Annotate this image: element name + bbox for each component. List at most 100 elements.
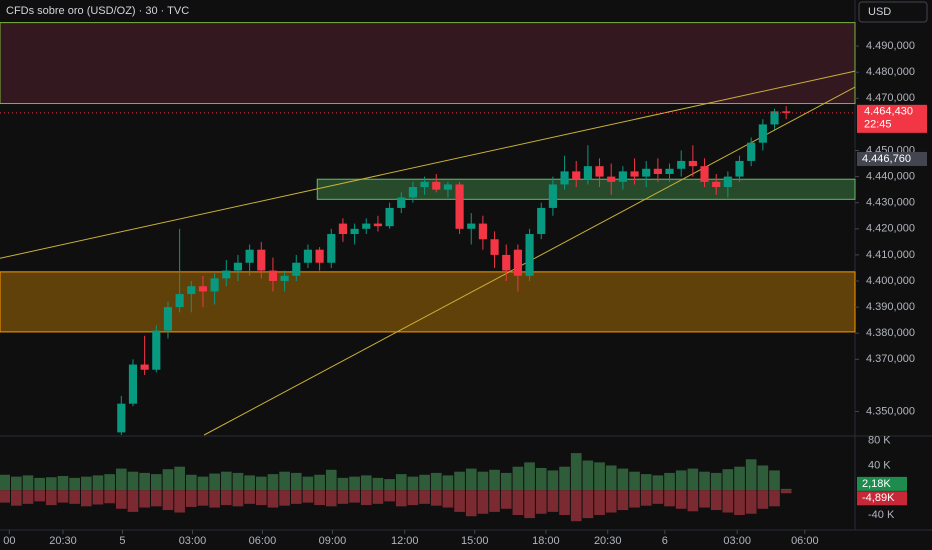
currency-button[interactable] xyxy=(858,1,928,23)
volume-buy xyxy=(745,459,757,491)
volume-tick-label: 80 K xyxy=(868,435,891,447)
volume-sell xyxy=(442,490,454,508)
volume-sell xyxy=(477,490,489,514)
volume-sell xyxy=(629,490,640,508)
candle-body xyxy=(338,223,348,235)
candle-body xyxy=(210,278,219,292)
volume-sell xyxy=(710,490,722,511)
volume-sell xyxy=(0,490,10,503)
candle-body xyxy=(432,181,441,190)
volume-buy xyxy=(57,476,69,491)
volume-sell xyxy=(302,490,314,503)
volume-tag xyxy=(857,476,907,491)
volume-sell xyxy=(675,490,687,509)
volume-buy xyxy=(535,467,547,491)
candle-body xyxy=(782,111,791,113)
y-tick-label: 4.420,000 xyxy=(866,223,915,235)
volume-buy xyxy=(652,475,664,491)
volume-buy xyxy=(255,476,267,491)
x-tick-label: 03:00 xyxy=(723,535,751,547)
volume-sell xyxy=(524,490,535,519)
candle-body xyxy=(198,286,208,292)
volume-sell xyxy=(559,490,570,515)
level-label: 4.446,760 xyxy=(862,153,911,165)
volume-sell xyxy=(80,490,92,507)
volume-sell xyxy=(185,490,197,507)
y-tick-label: 4.440,000 xyxy=(866,171,915,183)
volume-buy xyxy=(139,472,150,491)
volume-sell xyxy=(465,490,477,517)
volume-buy xyxy=(605,465,617,491)
candle-body xyxy=(397,197,406,208)
volume-sell xyxy=(617,490,629,511)
candle-body xyxy=(607,176,616,182)
volume-sell xyxy=(430,490,442,506)
x-tick-label: 20:30 xyxy=(49,535,77,547)
volume-sell xyxy=(325,490,337,507)
volume-buy xyxy=(489,469,500,491)
volume-sell xyxy=(489,490,500,512)
volume-sell xyxy=(500,490,512,509)
volume-buy xyxy=(150,474,162,491)
candle-body xyxy=(630,171,639,177)
volume-buy xyxy=(337,477,349,491)
volume-buy xyxy=(419,474,430,491)
volume-buy xyxy=(582,460,594,491)
volume-buy xyxy=(209,473,220,491)
last-price-tag xyxy=(857,104,927,133)
volume-sell xyxy=(139,490,150,508)
volume-sell xyxy=(220,490,232,506)
candle-body xyxy=(268,270,278,282)
volume-buy xyxy=(477,471,489,491)
candle-body xyxy=(420,181,429,188)
volume-sell xyxy=(652,490,664,504)
volume-sell xyxy=(10,490,22,506)
x-tick-label: 12:00 xyxy=(391,535,419,547)
volume-sell xyxy=(664,490,675,507)
y-tick-label: 4.350,000 xyxy=(866,405,915,417)
volume-buy xyxy=(69,477,80,491)
volume-buy xyxy=(127,471,139,491)
candle-body xyxy=(513,249,522,276)
x-tick-label: 06:00 xyxy=(791,535,819,547)
volume-sell xyxy=(640,490,652,506)
volume-buy xyxy=(757,465,769,491)
candle-body xyxy=(595,166,604,177)
volume-sell xyxy=(757,490,769,509)
candle-body xyxy=(490,239,499,255)
candle-body xyxy=(140,364,149,370)
y-tick-label: 4.390,000 xyxy=(866,301,915,313)
volume-buy xyxy=(162,469,174,491)
candle-body xyxy=(455,184,464,229)
volume-sell xyxy=(384,490,395,502)
currency-label[interactable]: USD xyxy=(868,6,891,18)
candle-body xyxy=(245,249,254,263)
volume-buy xyxy=(594,462,605,491)
volume-buy xyxy=(454,471,465,491)
volume-sell xyxy=(197,490,209,506)
volume-buy xyxy=(22,475,34,491)
candle-body xyxy=(677,160,686,169)
candle-body xyxy=(642,168,651,177)
volume-sell xyxy=(279,490,290,506)
volume-buy xyxy=(174,466,185,491)
volume-sell xyxy=(512,490,524,515)
volume-sell xyxy=(174,490,185,513)
volume-sell xyxy=(570,490,582,522)
volume-buy xyxy=(629,471,640,491)
volume-sell xyxy=(92,490,104,505)
volume-buy xyxy=(349,476,360,491)
level-tag xyxy=(857,151,927,166)
candle-body xyxy=(467,223,476,229)
volume-sell xyxy=(419,490,430,504)
volume-sell xyxy=(547,490,559,512)
volume-buy xyxy=(0,474,10,491)
candle-body xyxy=(175,294,184,308)
volume-buy xyxy=(442,475,454,491)
candle-body xyxy=(712,181,721,188)
volume-buy xyxy=(617,468,629,491)
y-tick-label: 4.410,000 xyxy=(866,249,915,261)
candle-body xyxy=(257,249,266,271)
volume-buy xyxy=(10,476,22,491)
volume-buy xyxy=(430,472,442,491)
